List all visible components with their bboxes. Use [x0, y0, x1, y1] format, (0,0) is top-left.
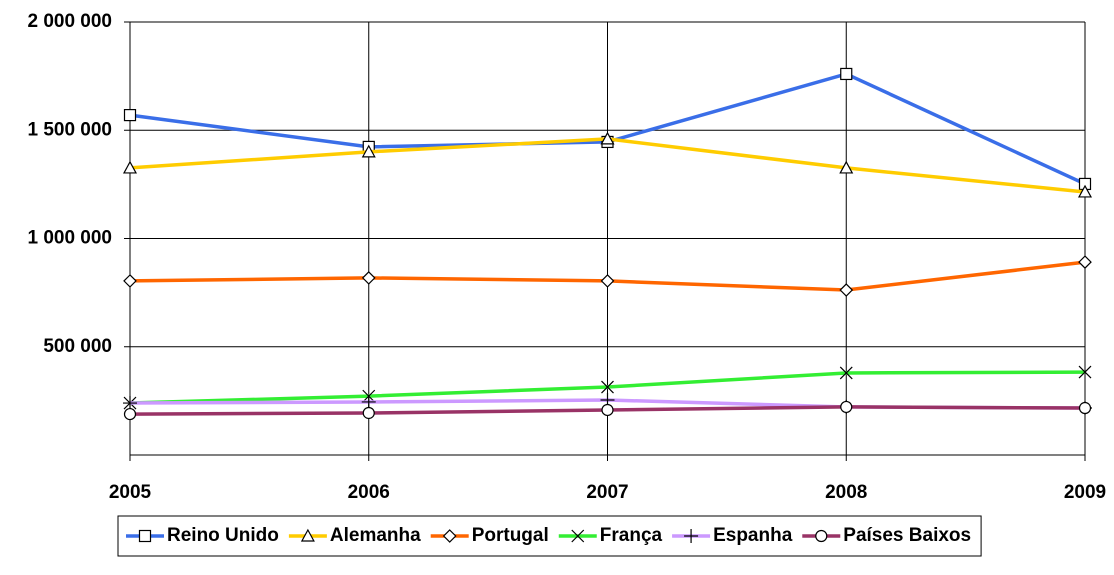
marker: [442, 529, 457, 543]
y-tick-label: 500 000: [43, 336, 112, 357]
y-tick-label: 1 000 000: [27, 228, 112, 249]
marker: [300, 528, 315, 542]
x-tick-label: 2005: [109, 482, 152, 503]
marker: [1078, 255, 1092, 269]
marker: [123, 396, 137, 411]
marker: [361, 394, 376, 409]
legend-label: Portugal: [472, 525, 549, 546]
marker: [815, 529, 828, 543]
x-tick-label: 2006: [348, 482, 390, 503]
legend-label: Reino Unido: [167, 525, 279, 546]
legend: Reino Unido Alemanha Portugal França Espanha…: [117, 515, 982, 557]
marker: [123, 407, 137, 421]
marker: [1077, 184, 1093, 198]
marker: [123, 108, 137, 122]
marker: [122, 160, 138, 174]
marker: [840, 400, 853, 414]
marker: [600, 131, 615, 145]
x-tick-label: 2008: [825, 482, 867, 503]
marker: [1078, 401, 1092, 415]
marker: [361, 144, 376, 158]
marker: [600, 274, 615, 288]
legend-label: Alemanha: [330, 525, 421, 546]
marker: [571, 529, 585, 543]
legend-label: França: [600, 525, 663, 546]
legend-label: Países Baixos: [843, 525, 971, 546]
x-tick-label: 2007: [586, 482, 628, 503]
marker: [1078, 365, 1092, 379]
marker: [839, 160, 854, 174]
marker: [138, 529, 152, 543]
marker: [362, 406, 375, 420]
marker: [123, 274, 137, 288]
marker: [839, 283, 854, 297]
marker: [840, 67, 853, 81]
marker: [601, 403, 614, 417]
marker: [839, 366, 853, 380]
y-tick-label: 2 000 000: [27, 11, 112, 32]
marker: [684, 529, 699, 543]
marker: [601, 380, 614, 394]
y-tick-label: 1 500 000: [27, 119, 112, 140]
marker: [361, 271, 376, 285]
legend-label: Espanha: [713, 525, 793, 546]
x-tick-label: 2009: [1064, 482, 1106, 503]
